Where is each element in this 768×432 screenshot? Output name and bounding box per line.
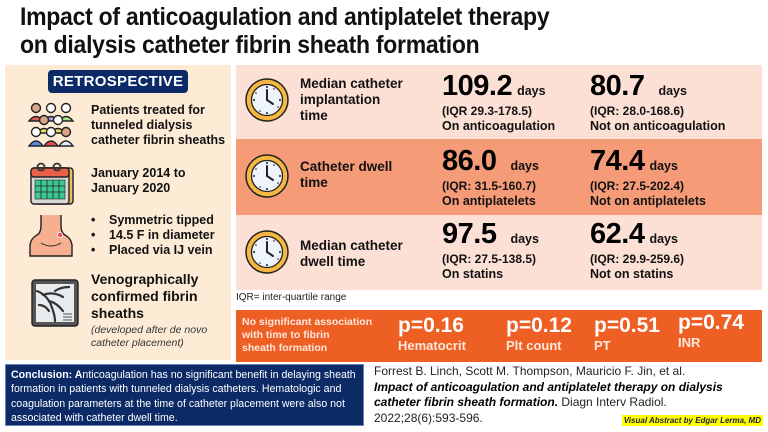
- stat-group: On anticoagulation: [442, 119, 556, 133]
- catheter-bullet-2: 14.5 F in diameter: [91, 228, 215, 243]
- clock-icon: [245, 230, 289, 274]
- catheter-bullet-1: Symmetric tipped: [91, 213, 215, 228]
- venogram-text-1: Venographically: [91, 271, 199, 287]
- visual-abstract-credit: Visual Abstract by Edgar Lerma, MD: [621, 415, 763, 426]
- venogram-text-3: sheaths: [91, 305, 144, 321]
- no-association-line-1: No significant association: [242, 316, 373, 328]
- on-anticoagulation-stat: 109.2 days (IQR 29.3-178.5) On anticoagul…: [442, 71, 555, 134]
- no-association-band: No significant association with time to …: [236, 310, 762, 362]
- neck-catheter-icon: [29, 215, 73, 257]
- row1-label-2: implantation: [300, 92, 381, 107]
- stat-iqr: (IQR: 27.5-138.5): [442, 252, 537, 266]
- stat-unit: days: [649, 159, 678, 173]
- stat-unit: days: [658, 84, 687, 98]
- dwell-time-row: Catheter dwell time 86.0 days (IQR: 31.5-…: [236, 139, 762, 215]
- venogram-xray-icon: [31, 279, 79, 327]
- stat-unit: days: [510, 232, 539, 246]
- row3-label-2: dwell time: [300, 254, 366, 269]
- stat-group: On statins: [442, 267, 504, 281]
- people-group-icon: [27, 102, 75, 147]
- on-antiplatelets-stat: 86.0 days (IQR: 31.5-160.7) On antiplatel…: [442, 146, 539, 209]
- citation-title: Impact of anticoagulation and antiplatel…: [374, 379, 723, 410]
- row2-label-2: time: [300, 175, 328, 190]
- venogram-text-2: confirmed fibrin: [91, 288, 198, 304]
- stat-value: 97.5: [442, 218, 497, 250]
- median-dwell-time-row: Median catheter dwell time 97.5 days (IQR…: [236, 215, 762, 290]
- patients-text-1: Patients treated for: [91, 103, 205, 117]
- row1-label-3: time: [300, 108, 328, 123]
- pvalue-label: Hematocrit: [398, 338, 466, 353]
- stat-group: Not on statins: [590, 267, 674, 281]
- not-on-anticoagulation-stat: 80.7 days (IQR: 28.0-168.6) Not on antico…: [590, 71, 725, 134]
- citation-volume: 2022;28(6):593-596.: [374, 410, 483, 425]
- citation-journal: Diagn Interv Radiol.: [558, 395, 667, 409]
- stat-value: 80.7: [590, 70, 645, 102]
- no-association-line-3: sheath formation: [242, 342, 328, 354]
- stat-iqr: (IQR: 31.5-160.7): [442, 179, 537, 193]
- pvalue-label: PT: [594, 338, 611, 353]
- row3-label-1: Median catheter: [300, 238, 403, 253]
- stat-value: 62.4: [590, 218, 645, 250]
- clock-icon: [245, 78, 289, 122]
- stat-iqr: (IQR: 29.9-259.6): [590, 252, 685, 266]
- clock-icon: [245, 154, 289, 198]
- not-on-statins-stat: 62.4 days (IQR: 29.9-259.6) Not on statin…: [590, 219, 684, 282]
- inr-pvalue: p=0.74 INR: [678, 311, 744, 350]
- conclusion-heading: Conclusion:: [11, 369, 75, 381]
- no-association-label: No significant association with time to …: [242, 316, 372, 355]
- pvalue: p=0.12: [506, 314, 572, 337]
- venogram-note-1: (developed after de novo: [91, 324, 208, 336]
- venogram-note-2: catheter placement): [91, 337, 184, 349]
- pvalue-label: INR: [678, 335, 701, 350]
- stat-value: 109.2: [442, 70, 513, 102]
- stat-unit: days: [510, 159, 539, 173]
- stat-unit: days: [649, 232, 678, 246]
- page-title: Impact of anticoagulation and antiplatel…: [20, 3, 682, 59]
- pvalue: p=0.74: [678, 311, 744, 334]
- stat-group: Not on anticoagulation: [590, 119, 726, 133]
- venogram-note: (developed after de novo catheter placem…: [91, 324, 207, 350]
- pvalue-label: Plt count: [506, 338, 562, 353]
- row2-label-1: Catheter dwell: [300, 159, 393, 174]
- stat-unit: days: [517, 84, 546, 98]
- retrospective-badge: RETROSPECTIVE: [48, 70, 188, 93]
- stat-group: On antiplatelets: [442, 194, 536, 208]
- patients-text-3: catheter fibrin sheaths: [91, 133, 226, 147]
- conclusion-text: nticoagulation has no significant benefi…: [11, 369, 356, 424]
- pvalue: p=0.51: [594, 314, 660, 337]
- implantation-time-row: Median catheter implantation time 109.2 d…: [236, 65, 762, 139]
- patients-text-2: tunneled dialysis: [91, 118, 193, 132]
- stat-iqr: (IQR: 28.0-168.6): [590, 104, 685, 118]
- study-design-panel: RETROSPECTIVE Patients treated for tunne…: [5, 65, 231, 360]
- pt-pvalue: p=0.51 PT: [594, 314, 660, 353]
- catheter-bullet-3: Placed via IJ vein: [91, 243, 215, 258]
- dates-text-1: January 2014 to: [91, 166, 186, 180]
- plt-count-pvalue: p=0.12 Plt count: [506, 314, 572, 353]
- citation-authors: Forrest B. Linch, Scott M. Thompson, Mau…: [374, 364, 686, 378]
- calendar-icon: [30, 162, 74, 205]
- conclusion-first-letter: A: [74, 369, 83, 381]
- citation: Forrest B. Linch, Scott M. Thompson, Mau…: [374, 364, 764, 426]
- conclusion-box: Conclusion: Anticoagulation has no signi…: [5, 364, 364, 426]
- iqr-footnote: IQR= inter-quartile range: [236, 292, 347, 303]
- not-on-antiplatelets-stat: 74.4 days (IQR: 27.5-202.4) Not on antipl…: [590, 146, 706, 209]
- stat-value: 74.4: [590, 145, 645, 177]
- stat-group: Not on antiplatelets: [590, 194, 706, 208]
- hematocrit-pvalue: p=0.16 Hematocrit: [398, 314, 466, 353]
- title-line-2: on dialysis catheter fibrin sheath forma…: [20, 31, 480, 59]
- no-association-line-2: with time to fibrin: [242, 329, 330, 341]
- dates-text-2: January 2020: [91, 181, 171, 195]
- stat-value: 86.0: [442, 145, 497, 177]
- on-statins-stat: 97.5 days (IQR: 27.5-138.5) On statins: [442, 219, 539, 282]
- title-line-1: Impact of anticoagulation and antiplatel…: [20, 3, 550, 31]
- pvalue: p=0.16: [398, 314, 464, 337]
- row1-label-1: Median catheter: [300, 76, 403, 91]
- stat-iqr: (IQR 29.3-178.5): [442, 104, 533, 118]
- stat-iqr: (IQR: 27.5-202.4): [590, 179, 685, 193]
